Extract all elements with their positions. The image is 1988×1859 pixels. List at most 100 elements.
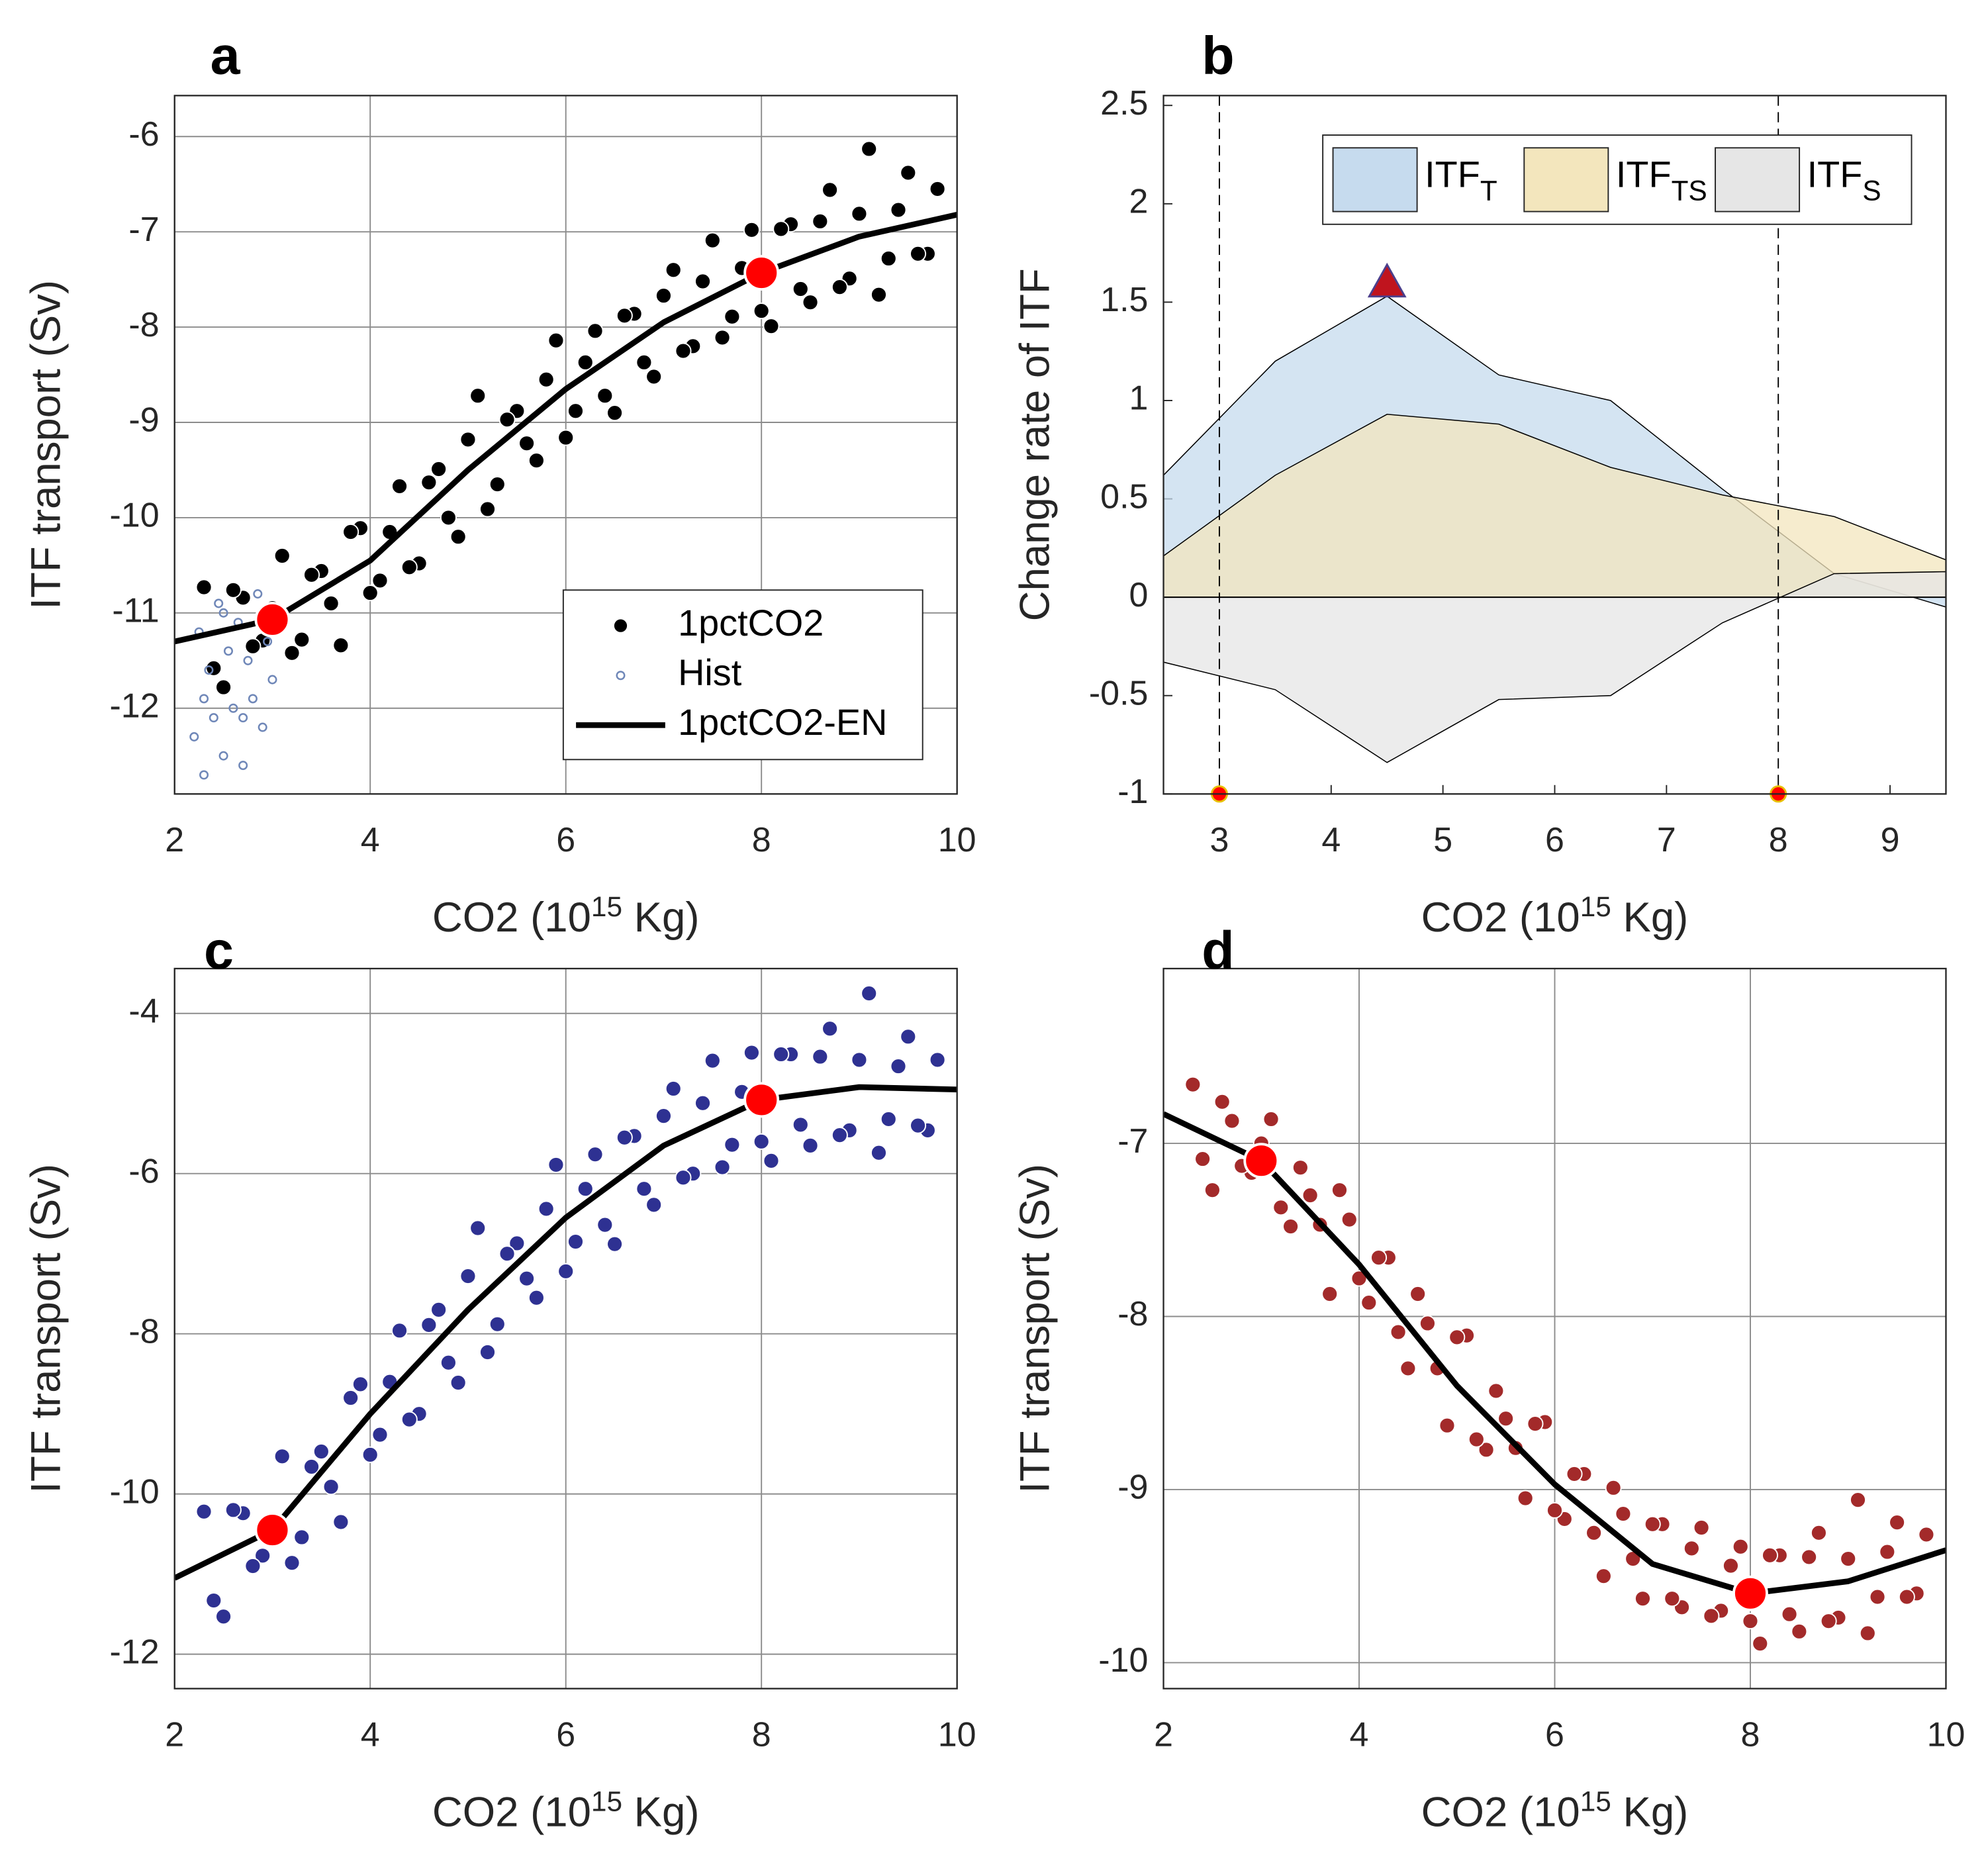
x-axis-label: CO2 (1015 Kg) — [432, 1786, 700, 1836]
plot-content — [1163, 295, 1946, 763]
scatter-point — [469, 1219, 487, 1237]
scatter-point — [900, 164, 917, 181]
scatter-point — [1419, 1315, 1436, 1332]
ensemble-line — [174, 1084, 957, 1581]
scatter-point — [645, 368, 663, 385]
scatter-point — [322, 595, 340, 612]
scatter-point — [1781, 1605, 1798, 1623]
ensemble-line — [174, 212, 957, 645]
scatter-point — [616, 307, 633, 324]
scatter-point — [1801, 1549, 1818, 1566]
panel-label: a — [211, 26, 241, 86]
x-tick-label: 10 — [938, 821, 976, 859]
scatter-point — [489, 1315, 506, 1333]
scatter-point — [1791, 1623, 1808, 1640]
scatter-point — [900, 1028, 917, 1045]
scatter-point — [596, 387, 614, 405]
y-tick-label: -1 — [1117, 773, 1148, 811]
scatter-point — [273, 547, 291, 565]
scatter-point — [596, 1216, 614, 1233]
legend-box — [1322, 134, 1913, 225]
legend-swatch — [614, 619, 628, 632]
scatter-point — [244, 1558, 261, 1575]
scatter-point — [440, 509, 457, 526]
scatter-point — [870, 286, 887, 303]
scatter-point — [218, 751, 228, 761]
scatter-point — [880, 1110, 897, 1127]
legend-label-name: ITF — [1616, 153, 1672, 195]
scatter-point — [724, 308, 741, 325]
scatter-point — [567, 1233, 584, 1251]
scatter-point — [1742, 1613, 1759, 1630]
axes-box — [173, 967, 958, 1690]
scatter-point — [1204, 1182, 1221, 1199]
scatter-point — [890, 201, 907, 218]
legend-swatch — [1332, 147, 1418, 213]
x-tick-label: 4 — [361, 1716, 380, 1754]
scatter-point — [1644, 1515, 1661, 1533]
y-tick-label: -10 — [1098, 1641, 1148, 1680]
scatter-point — [283, 1554, 301, 1572]
scatter-point — [851, 205, 868, 222]
scatter-point — [714, 329, 731, 346]
scatter-point — [557, 429, 575, 446]
x-tick-label: 5 — [1433, 821, 1452, 859]
scatter-point — [518, 435, 536, 452]
scatter-point — [861, 140, 878, 158]
x-tick-label: 3 — [1209, 821, 1229, 859]
scatter-point — [224, 581, 242, 598]
scatter-point — [1840, 1550, 1857, 1568]
scatter-point — [675, 1169, 692, 1186]
scatter-point — [714, 1159, 731, 1176]
panel-label: d — [1202, 921, 1234, 980]
panel: 2 4 6 8 10 -12 -10 -8 -6 -4 c ITF transport (Sv) CO2… — [22, 921, 976, 1836]
x-tick-label: 4 — [361, 821, 380, 859]
scatter-point — [880, 250, 897, 267]
scatter-point — [342, 523, 359, 541]
legend-label-subscript: TS — [1672, 175, 1707, 206]
scatter-point — [1468, 1431, 1485, 1448]
scatter-point — [1478, 1441, 1495, 1458]
scatter-point — [430, 1301, 448, 1318]
scatter-point — [1331, 1182, 1348, 1199]
y-tick-label: 0 — [1129, 576, 1149, 614]
scatter-point — [802, 1137, 819, 1154]
panel: 3 4 5 6 7 8 9 -1 -0.5 0 0.5 1 1.5 2 2.5 b Change rate of… — [1011, 26, 1947, 941]
x-tick-label: 8 — [752, 821, 771, 859]
scatter-point — [209, 713, 218, 723]
scatter-point — [792, 1116, 809, 1133]
scatter-point — [293, 631, 310, 648]
scatter-point — [303, 566, 320, 583]
scatter-point — [508, 1235, 526, 1252]
scatter-point — [763, 1152, 780, 1169]
scatter-point — [361, 1446, 379, 1463]
scatter-point — [1752, 1635, 1769, 1652]
scatter-point — [450, 1374, 467, 1391]
scatter-point — [218, 608, 228, 618]
scatter-point — [1889, 1514, 1906, 1531]
scatter-point — [587, 322, 604, 340]
scatter-point — [254, 1547, 271, 1564]
x-tick-label: 6 — [556, 821, 575, 859]
panel: 2 4 6 8 10 -10 -9 -8 -7 d ITF transport (Sv) CO2 (1… — [1011, 921, 1965, 1836]
scatter-point — [283, 644, 301, 661]
scatter-point — [224, 1502, 242, 1519]
scatter-point — [1360, 1294, 1378, 1311]
scatter-point — [606, 405, 624, 422]
x-axis-label-part: Kg) — [622, 1789, 699, 1836]
legend-label-name: ITF — [1425, 153, 1480, 195]
legend: ITFT ITFTS ITFS — [1322, 134, 1913, 225]
area — [1163, 571, 1946, 763]
scatter-point — [1302, 1186, 1319, 1204]
legend: 1pctCO2 Hist 1pctCO2-EN — [562, 589, 923, 761]
scatter-point — [1879, 1543, 1896, 1560]
scatter-point — [538, 1200, 555, 1217]
scatter-point — [361, 585, 379, 602]
scatter-point — [1810, 1524, 1827, 1541]
scatter-point — [1762, 1547, 1779, 1564]
scatter-point — [1292, 1159, 1309, 1176]
scatter-point — [773, 220, 790, 238]
scatter-point — [1399, 1360, 1417, 1377]
scatter-point — [1586, 1524, 1603, 1541]
